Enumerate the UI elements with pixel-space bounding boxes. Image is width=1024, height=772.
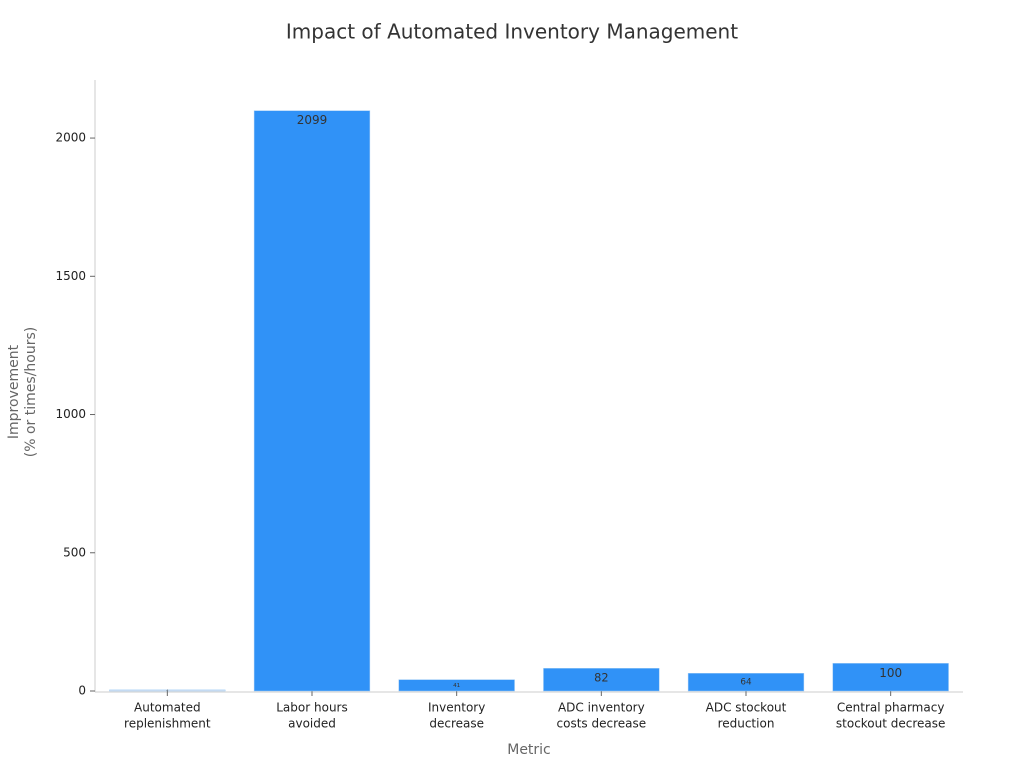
x-tick-label: ADC inventory [558,701,645,715]
bar [687,673,805,692]
x-tick-label: costs decrease [557,717,647,731]
data-label: 100 [879,666,902,680]
y-tick-label: 2000 [55,131,86,145]
x-tick-label: stockout decrease [836,717,946,731]
y-tick-label: 1000 [55,407,86,421]
x-tick-label: Inventory [428,701,485,715]
x-tick-label: reduction [718,717,775,731]
data-label: 82 [594,670,608,684]
y-axis-label: Improvement [6,344,22,439]
bar [832,663,949,692]
y-tick-label: 500 [63,545,86,559]
x-tick-label: replenishment [124,717,211,731]
bar [109,689,226,692]
y-axis-label: (% or times/hours) [23,327,39,457]
y-tick-label: 1500 [55,269,86,283]
data-label: 41 [453,683,461,689]
data-label: 2099 [297,113,328,127]
x-tick-label: Labor hours [276,701,347,715]
bar [253,110,371,692]
x-tick-label: Central pharmacy [837,701,945,715]
x-axis-label: Metric [507,742,551,758]
chart-title: Impact of Automated Inventory Management [286,20,738,44]
x-tick-label: Automated [134,701,201,715]
x-tick-label: decrease [429,717,484,731]
y-tick-label: 0 [78,684,86,698]
data-label: 4 [166,688,168,692]
x-tick-label: ADC stockout [706,701,787,715]
data-label: 64 [740,678,752,688]
x-tick-label: avoided [288,717,336,731]
bar [543,668,660,692]
bar [398,679,515,692]
